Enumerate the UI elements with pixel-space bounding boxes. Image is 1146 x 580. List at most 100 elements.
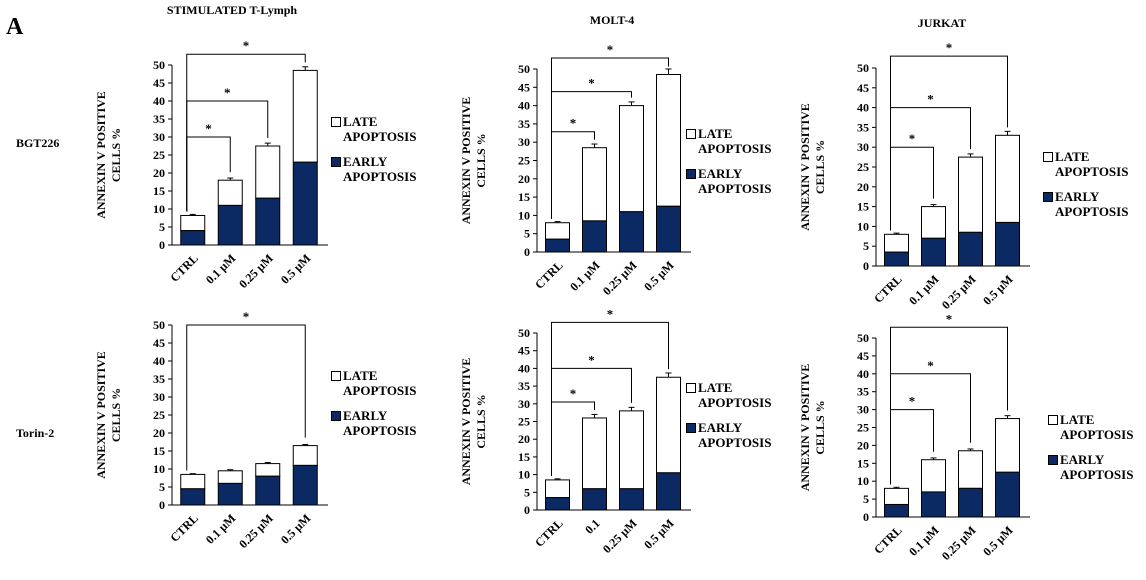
legend-label-early: EARLY APOPTOSIS bbox=[698, 166, 772, 196]
x-tick-label: 0.5 µM bbox=[641, 258, 677, 294]
legend: LATE APOPTOSIS EARLY APOPTOSIS bbox=[686, 380, 771, 460]
y-tick-label: 20 bbox=[518, 432, 530, 446]
y-tick-label: 30 bbox=[153, 130, 165, 144]
y-tick-label: 50 bbox=[153, 318, 165, 332]
bar-early bbox=[958, 231, 983, 267]
significance-star: * bbox=[946, 40, 953, 55]
y-tick-label: 35 bbox=[518, 117, 530, 131]
significance-bracket bbox=[551, 321, 669, 476]
y-tick-label: 15 bbox=[153, 444, 165, 458]
bar-early bbox=[995, 471, 1020, 518]
bar-early bbox=[921, 237, 946, 267]
legend-swatch-late bbox=[686, 129, 696, 139]
y-tick-label: 25 bbox=[153, 148, 165, 162]
y-tick-label: 0 bbox=[863, 510, 869, 524]
y-tick-label: 5 bbox=[159, 480, 165, 494]
y-tick-label: 25 bbox=[857, 160, 869, 174]
significance-bracket bbox=[186, 53, 306, 212]
y-axis-label: ANNEXIN V POSITIVE bbox=[459, 97, 473, 225]
y-tick-label: 5 bbox=[524, 227, 530, 241]
bar-early bbox=[217, 482, 243, 506]
y-tick-label: 5 bbox=[863, 492, 869, 506]
x-tick-label: 0.5 µM bbox=[641, 516, 677, 552]
bar-late bbox=[217, 179, 243, 206]
y-tick-label: 20 bbox=[153, 426, 165, 440]
y-axis-label: ANNEXIN V POSITIVE bbox=[798, 103, 812, 231]
x-tick-label: 0.25 µM bbox=[600, 258, 640, 298]
significance-star: * bbox=[570, 116, 577, 131]
bar-late bbox=[217, 470, 243, 484]
y-tick-label: 30 bbox=[857, 140, 869, 154]
significance-star: * bbox=[588, 352, 595, 367]
legend-item-early: EARLY APOPTOSIS bbox=[686, 166, 771, 196]
legend-item-early: EARLY APOPTOSIS bbox=[1048, 452, 1133, 482]
x-tick-label: 0.5 µM bbox=[980, 523, 1016, 559]
bar-late bbox=[884, 233, 909, 253]
bar-early bbox=[884, 503, 909, 518]
y-tick-label: 10 bbox=[518, 208, 530, 222]
y-tick-label: 0 bbox=[863, 259, 869, 273]
x-tick-label: 0.5 µM bbox=[278, 511, 314, 547]
y-tick-label: 45 bbox=[518, 80, 530, 94]
bar-late bbox=[921, 206, 946, 239]
y-tick-label: 40 bbox=[857, 101, 869, 115]
legend-label-late: LATE APOPTOSIS bbox=[343, 114, 417, 144]
legend-swatch-early bbox=[1048, 455, 1058, 465]
legend-label-early: EARLY APOPTOSIS bbox=[1055, 189, 1129, 219]
y-tick-label: 0 bbox=[524, 245, 530, 259]
legend-label-early: EARLY APOPTOSIS bbox=[343, 154, 417, 184]
legend-label-late: LATE APOPTOSIS bbox=[1060, 412, 1134, 442]
chart-panel-3: 0 5 10 15 20 25 30 35 40 45 50 ANNEXIN V POSITIVE CE… bbox=[94, 309, 328, 551]
x-tick-label: CTRL bbox=[167, 511, 200, 544]
bar-late bbox=[656, 73, 681, 207]
legend-swatch-early bbox=[331, 157, 341, 167]
y-tick-label: 25 bbox=[518, 415, 530, 429]
x-tick-label: 0.25 µM bbox=[939, 523, 979, 563]
significance-star: * bbox=[927, 358, 934, 373]
legend: LATE APOPTOSIS EARLY APOPTOSIS bbox=[331, 368, 416, 448]
y-tick-label: 45 bbox=[518, 344, 530, 358]
y-tick-label: 50 bbox=[857, 331, 869, 345]
bar-late bbox=[995, 134, 1020, 223]
y-tick-label: 45 bbox=[153, 76, 165, 90]
bar-late bbox=[180, 214, 206, 232]
y-tick-label: 35 bbox=[857, 120, 869, 134]
legend-item-late: LATE APOPTOSIS bbox=[331, 114, 416, 144]
bar-early bbox=[292, 464, 318, 506]
y-tick-label: 40 bbox=[518, 99, 530, 113]
bar-late bbox=[255, 145, 281, 199]
y-tick-label: 10 bbox=[857, 219, 869, 233]
legend-item-early: EARLY APOPTOSIS bbox=[331, 408, 416, 438]
significance-star: * bbox=[243, 38, 250, 53]
significance-star: * bbox=[243, 309, 250, 324]
legend-item-early: EARLY APOPTOSIS bbox=[331, 154, 416, 184]
y-tick-label: 50 bbox=[518, 326, 530, 340]
x-tick-label: 0.1 bbox=[582, 516, 603, 537]
significance-star: * bbox=[205, 121, 212, 136]
legend-label-late: LATE APOPTOSIS bbox=[698, 126, 772, 156]
bar-early bbox=[180, 488, 206, 506]
legend-swatch-late bbox=[1043, 152, 1053, 162]
y-tick-label: 5 bbox=[863, 239, 869, 253]
bar-early bbox=[582, 488, 607, 511]
y-tick-label: 50 bbox=[153, 58, 165, 72]
significance-star: * bbox=[570, 386, 577, 401]
bar-late bbox=[656, 376, 681, 474]
bar-early bbox=[884, 251, 909, 267]
bar-late bbox=[995, 418, 1020, 473]
significance-star: * bbox=[946, 311, 953, 326]
legend: LATE APOPTOSIS EARLY APOPTOSIS bbox=[1043, 149, 1128, 229]
bar-early bbox=[995, 221, 1020, 267]
y-tick-label: 40 bbox=[857, 367, 869, 381]
bar-early bbox=[545, 497, 570, 511]
bar-late bbox=[619, 410, 644, 490]
y-axis-label: CELLS % bbox=[813, 400, 827, 454]
y-tick-label: 50 bbox=[857, 61, 869, 75]
y-tick-label: 5 bbox=[159, 220, 165, 234]
legend-swatch-late bbox=[331, 117, 341, 127]
bar-early bbox=[255, 475, 281, 506]
legend-swatch-late bbox=[1048, 415, 1058, 425]
significance-bracket bbox=[890, 326, 1008, 485]
y-tick-label: 5 bbox=[524, 485, 530, 499]
